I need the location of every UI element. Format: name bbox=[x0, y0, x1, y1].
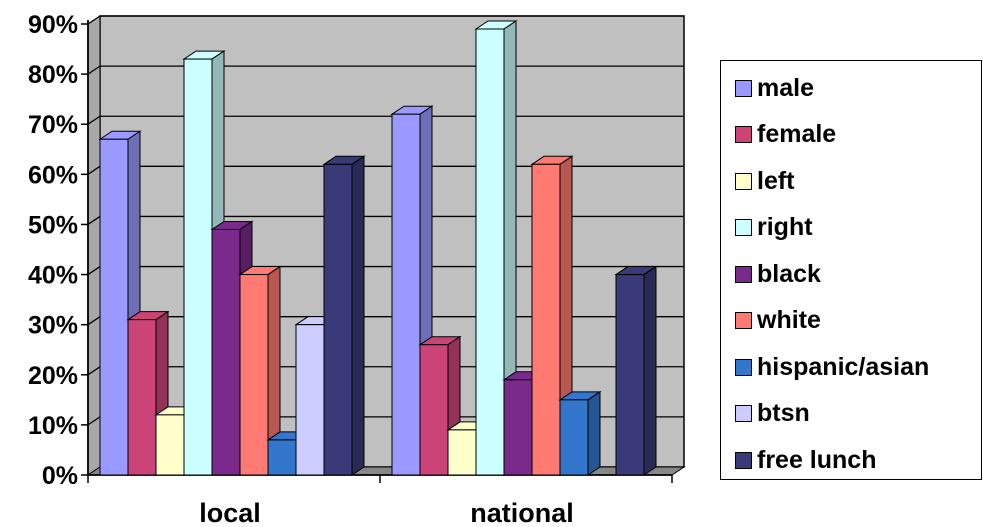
legend-swatch bbox=[735, 265, 752, 283]
bar-local-white bbox=[238, 265, 282, 476]
legend-swatch bbox=[735, 79, 752, 97]
y-tick-label: 50% bbox=[28, 211, 78, 239]
bar-front bbox=[239, 274, 269, 476]
bar-side bbox=[351, 155, 365, 476]
y-tick-label: 20% bbox=[28, 362, 78, 390]
legend-swatch bbox=[735, 312, 752, 329]
plot-side-wall bbox=[87, 15, 101, 476]
bar-local-free-lunch bbox=[322, 155, 366, 476]
legend-label: right bbox=[757, 213, 813, 241]
y-tick-label: 30% bbox=[28, 312, 78, 340]
y-tick-label: 0% bbox=[42, 462, 78, 490]
y-tick-label: 80% bbox=[28, 61, 78, 89]
y-tick-label: 60% bbox=[28, 161, 78, 189]
legend-item: left bbox=[735, 166, 795, 196]
legend-item: female bbox=[735, 120, 836, 150]
legend-swatch bbox=[735, 219, 752, 236]
bar-front bbox=[323, 163, 353, 476]
y-tick-label: 10% bbox=[28, 412, 78, 440]
legend-item: right bbox=[735, 213, 813, 243]
bar-front bbox=[267, 439, 297, 476]
bar-front bbox=[127, 319, 157, 476]
bar-front bbox=[559, 399, 589, 476]
bar-side bbox=[587, 390, 601, 476]
bar-front bbox=[99, 138, 129, 476]
x-tick-label: local bbox=[199, 498, 261, 527]
bar-national-right bbox=[474, 20, 518, 476]
bar-front bbox=[391, 113, 421, 476]
legend-label: male bbox=[757, 73, 814, 102]
legend-swatch bbox=[735, 405, 752, 422]
bar-front bbox=[531, 163, 561, 476]
legend-label: btsn bbox=[757, 399, 810, 427]
bar-front bbox=[615, 274, 645, 476]
legend-label: free lunch bbox=[757, 445, 877, 474]
legend: male female left right black white hispanic/as… bbox=[720, 60, 982, 480]
legend-swatch bbox=[735, 451, 752, 469]
legend-swatch bbox=[735, 126, 752, 143]
bar-side bbox=[643, 265, 657, 476]
legend-item: free lunch bbox=[735, 445, 876, 475]
bar-national-free-lunch bbox=[614, 265, 658, 476]
y-tick-label: 70% bbox=[28, 111, 78, 139]
legend-label: white bbox=[757, 306, 821, 334]
bar-front bbox=[211, 228, 241, 476]
legend-label: hispanic/asian bbox=[757, 352, 930, 381]
bar-front bbox=[295, 324, 325, 476]
legend-item: hispanic/asian bbox=[735, 352, 929, 382]
bar-front bbox=[475, 28, 505, 476]
bar-national-hispanic-asian bbox=[558, 390, 602, 476]
legend-label: black bbox=[757, 259, 821, 288]
bar-front bbox=[447, 429, 477, 476]
bar-front bbox=[183, 58, 213, 476]
y-tick-label: 40% bbox=[28, 262, 78, 290]
bar-front bbox=[419, 344, 449, 476]
legend-swatch bbox=[735, 358, 752, 376]
legend-label: left bbox=[757, 166, 795, 195]
legend-item: btsn bbox=[735, 399, 810, 429]
bar-front bbox=[503, 379, 533, 476]
x-tick-label: national bbox=[470, 498, 574, 527]
y-tick-label: 90% bbox=[28, 11, 78, 39]
legend-label: female bbox=[757, 120, 837, 148]
legend-swatch bbox=[735, 172, 752, 190]
legend-item: male bbox=[735, 73, 814, 103]
legend-item: white bbox=[735, 306, 821, 336]
legend-item: black bbox=[735, 259, 821, 289]
gridline bbox=[87, 15, 684, 25]
bar-front bbox=[155, 414, 185, 476]
